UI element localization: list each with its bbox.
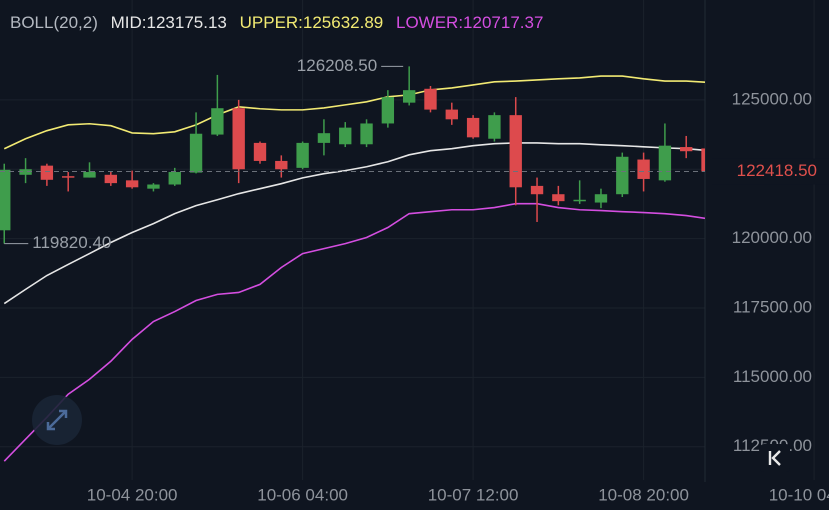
candle-body xyxy=(211,108,224,135)
annotation-label: 119820.40 xyxy=(32,233,111,252)
x-tick-label: 10-07 12:00 xyxy=(428,485,519,504)
candle-body xyxy=(552,194,565,202)
indicator-header: BOLL(20,2) MID:123175.13 UPPER:125632.89… xyxy=(10,13,543,32)
candle-body xyxy=(637,159,650,179)
candle-body xyxy=(424,88,437,110)
indicator-name: BOLL(20,2) xyxy=(10,13,98,32)
legend-upper: UPPER:125632.89 xyxy=(240,13,384,32)
current-price-label: 122418.50 xyxy=(737,161,817,180)
candle-body xyxy=(701,148,705,172)
candle-body xyxy=(296,142,309,168)
candle-body xyxy=(125,180,139,188)
candle-body xyxy=(360,123,373,145)
candle-body xyxy=(19,169,32,175)
scroll-to-latest-button[interactable] xyxy=(760,444,790,472)
band-line xyxy=(3,75,705,150)
y-tick-label: 115000.00 xyxy=(733,367,812,386)
candle-body xyxy=(402,90,416,103)
y-tick-label: 120000.00 xyxy=(732,228,812,247)
candle-body xyxy=(594,194,608,203)
candle-body xyxy=(189,133,203,173)
x-tick-label: 10-10 04:00 xyxy=(769,485,829,504)
current-price-label-bg xyxy=(712,158,829,185)
y-tick-label: 125000.00 xyxy=(732,89,812,108)
candle-body xyxy=(232,108,245,170)
candle-body xyxy=(509,115,522,188)
scroll-icon xyxy=(768,450,781,466)
candle-body xyxy=(275,160,288,170)
candle-body xyxy=(573,199,586,202)
candle-body xyxy=(253,142,267,161)
candle-body xyxy=(104,174,117,184)
expand-button[interactable] xyxy=(32,395,82,445)
x-tick-label: 10-06 04:00 xyxy=(257,485,348,504)
expand-icon xyxy=(46,409,68,431)
scroll-button-bg xyxy=(760,444,790,472)
candle-body xyxy=(147,184,160,189)
legend-mid: MID:123175.13 xyxy=(111,13,227,32)
plot-area xyxy=(0,66,705,462)
legend-lower: LOWER:120717.37 xyxy=(396,13,543,32)
candle-body xyxy=(530,185,544,195)
annotation-label: 126208.50 xyxy=(297,56,377,75)
candle-body xyxy=(445,109,458,120)
candle-body xyxy=(317,133,331,143)
grid xyxy=(0,0,815,480)
candle-body xyxy=(488,115,501,139)
candle-body xyxy=(40,165,54,180)
candle-body xyxy=(466,117,480,138)
candle-body xyxy=(616,156,629,195)
candle-body xyxy=(680,147,693,152)
candle-body xyxy=(339,127,352,145)
x-tick-label: 10-08 20:00 xyxy=(598,485,689,504)
candle-body xyxy=(381,97,395,124)
candle-body xyxy=(83,172,96,178)
y-tick-label: 117500.00 xyxy=(733,297,812,316)
band-line xyxy=(3,142,705,305)
candle-body xyxy=(658,145,672,181)
candle-body xyxy=(0,169,11,231)
band-line xyxy=(3,202,705,462)
candle-body xyxy=(168,172,181,185)
candle-body xyxy=(62,176,75,178)
x-tick-label: 10-04 20:00 xyxy=(87,485,178,504)
